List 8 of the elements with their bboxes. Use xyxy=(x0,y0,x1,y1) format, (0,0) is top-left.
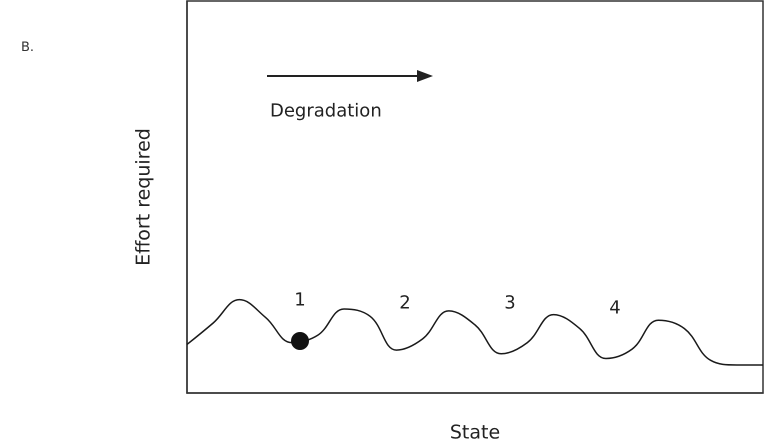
annotation: 2 xyxy=(399,292,411,314)
text: Degradation xyxy=(270,100,382,122)
annotation: 1 xyxy=(294,290,306,310)
y-axis-title: Effort required xyxy=(132,128,154,266)
x-axis-title: State xyxy=(450,422,500,444)
annotation: 4 xyxy=(609,298,621,318)
text: B. xyxy=(21,40,34,55)
annotation: 3 xyxy=(504,292,516,314)
